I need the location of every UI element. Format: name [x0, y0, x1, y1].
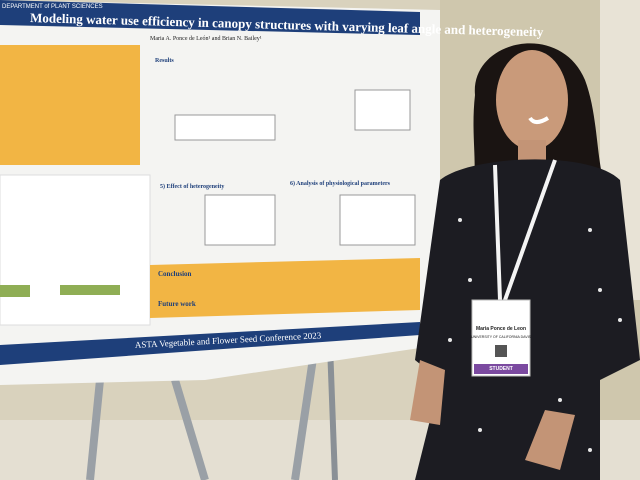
section-heading: Results [155, 58, 174, 64]
conclusion-box [150, 258, 420, 318]
header-band [0, 0, 420, 35]
department: DEPARTMENT of PLANT SCIENCES [2, 4, 103, 10]
figure [204, 194, 276, 246]
left-panel [0, 174, 151, 326]
figure [339, 194, 416, 246]
easel-leg [327, 344, 338, 480]
badge [471, 299, 531, 377]
qr-code [495, 345, 507, 357]
dress-dots [448, 218, 622, 452]
section-heading: 5) Effect of heterogeneity [160, 183, 224, 190]
figure [354, 89, 411, 131]
badge-role: STUDENT [489, 366, 513, 372]
hand [525, 410, 575, 470]
intro-box [0, 45, 140, 165]
hand [410, 360, 445, 425]
section-heading: 6) Analysis of physiological parameters [290, 180, 391, 187]
section-heading: Conclusion [158, 270, 192, 278]
poster: DEPARTMENT of PLANT SCIENCES Modeling wa… [0, 0, 544, 365]
face [496, 50, 568, 150]
easel-leg [171, 378, 209, 480]
badge-stripe [474, 364, 528, 374]
poster-authors: Maria A. Ponce de León¹ and Brian N. Bai… [150, 36, 262, 42]
footer-band [0, 322, 420, 365]
smile [528, 116, 550, 124]
section-heading: Future work [158, 300, 196, 308]
easel-leg [86, 379, 104, 480]
person: Maria Ponce de Leon UNIVERSITY OF CALIFO… [410, 43, 640, 480]
canopy-image [60, 285, 120, 295]
lanyard [493, 159, 557, 301]
badge-name: Maria Ponce de Leon [476, 326, 526, 332]
easel-leg [291, 344, 319, 480]
badge-affiliation: UNIVERSITY OF CALIFORNIA DAVIS [471, 335, 531, 339]
canopy-image [0, 285, 30, 297]
figure [174, 114, 276, 141]
